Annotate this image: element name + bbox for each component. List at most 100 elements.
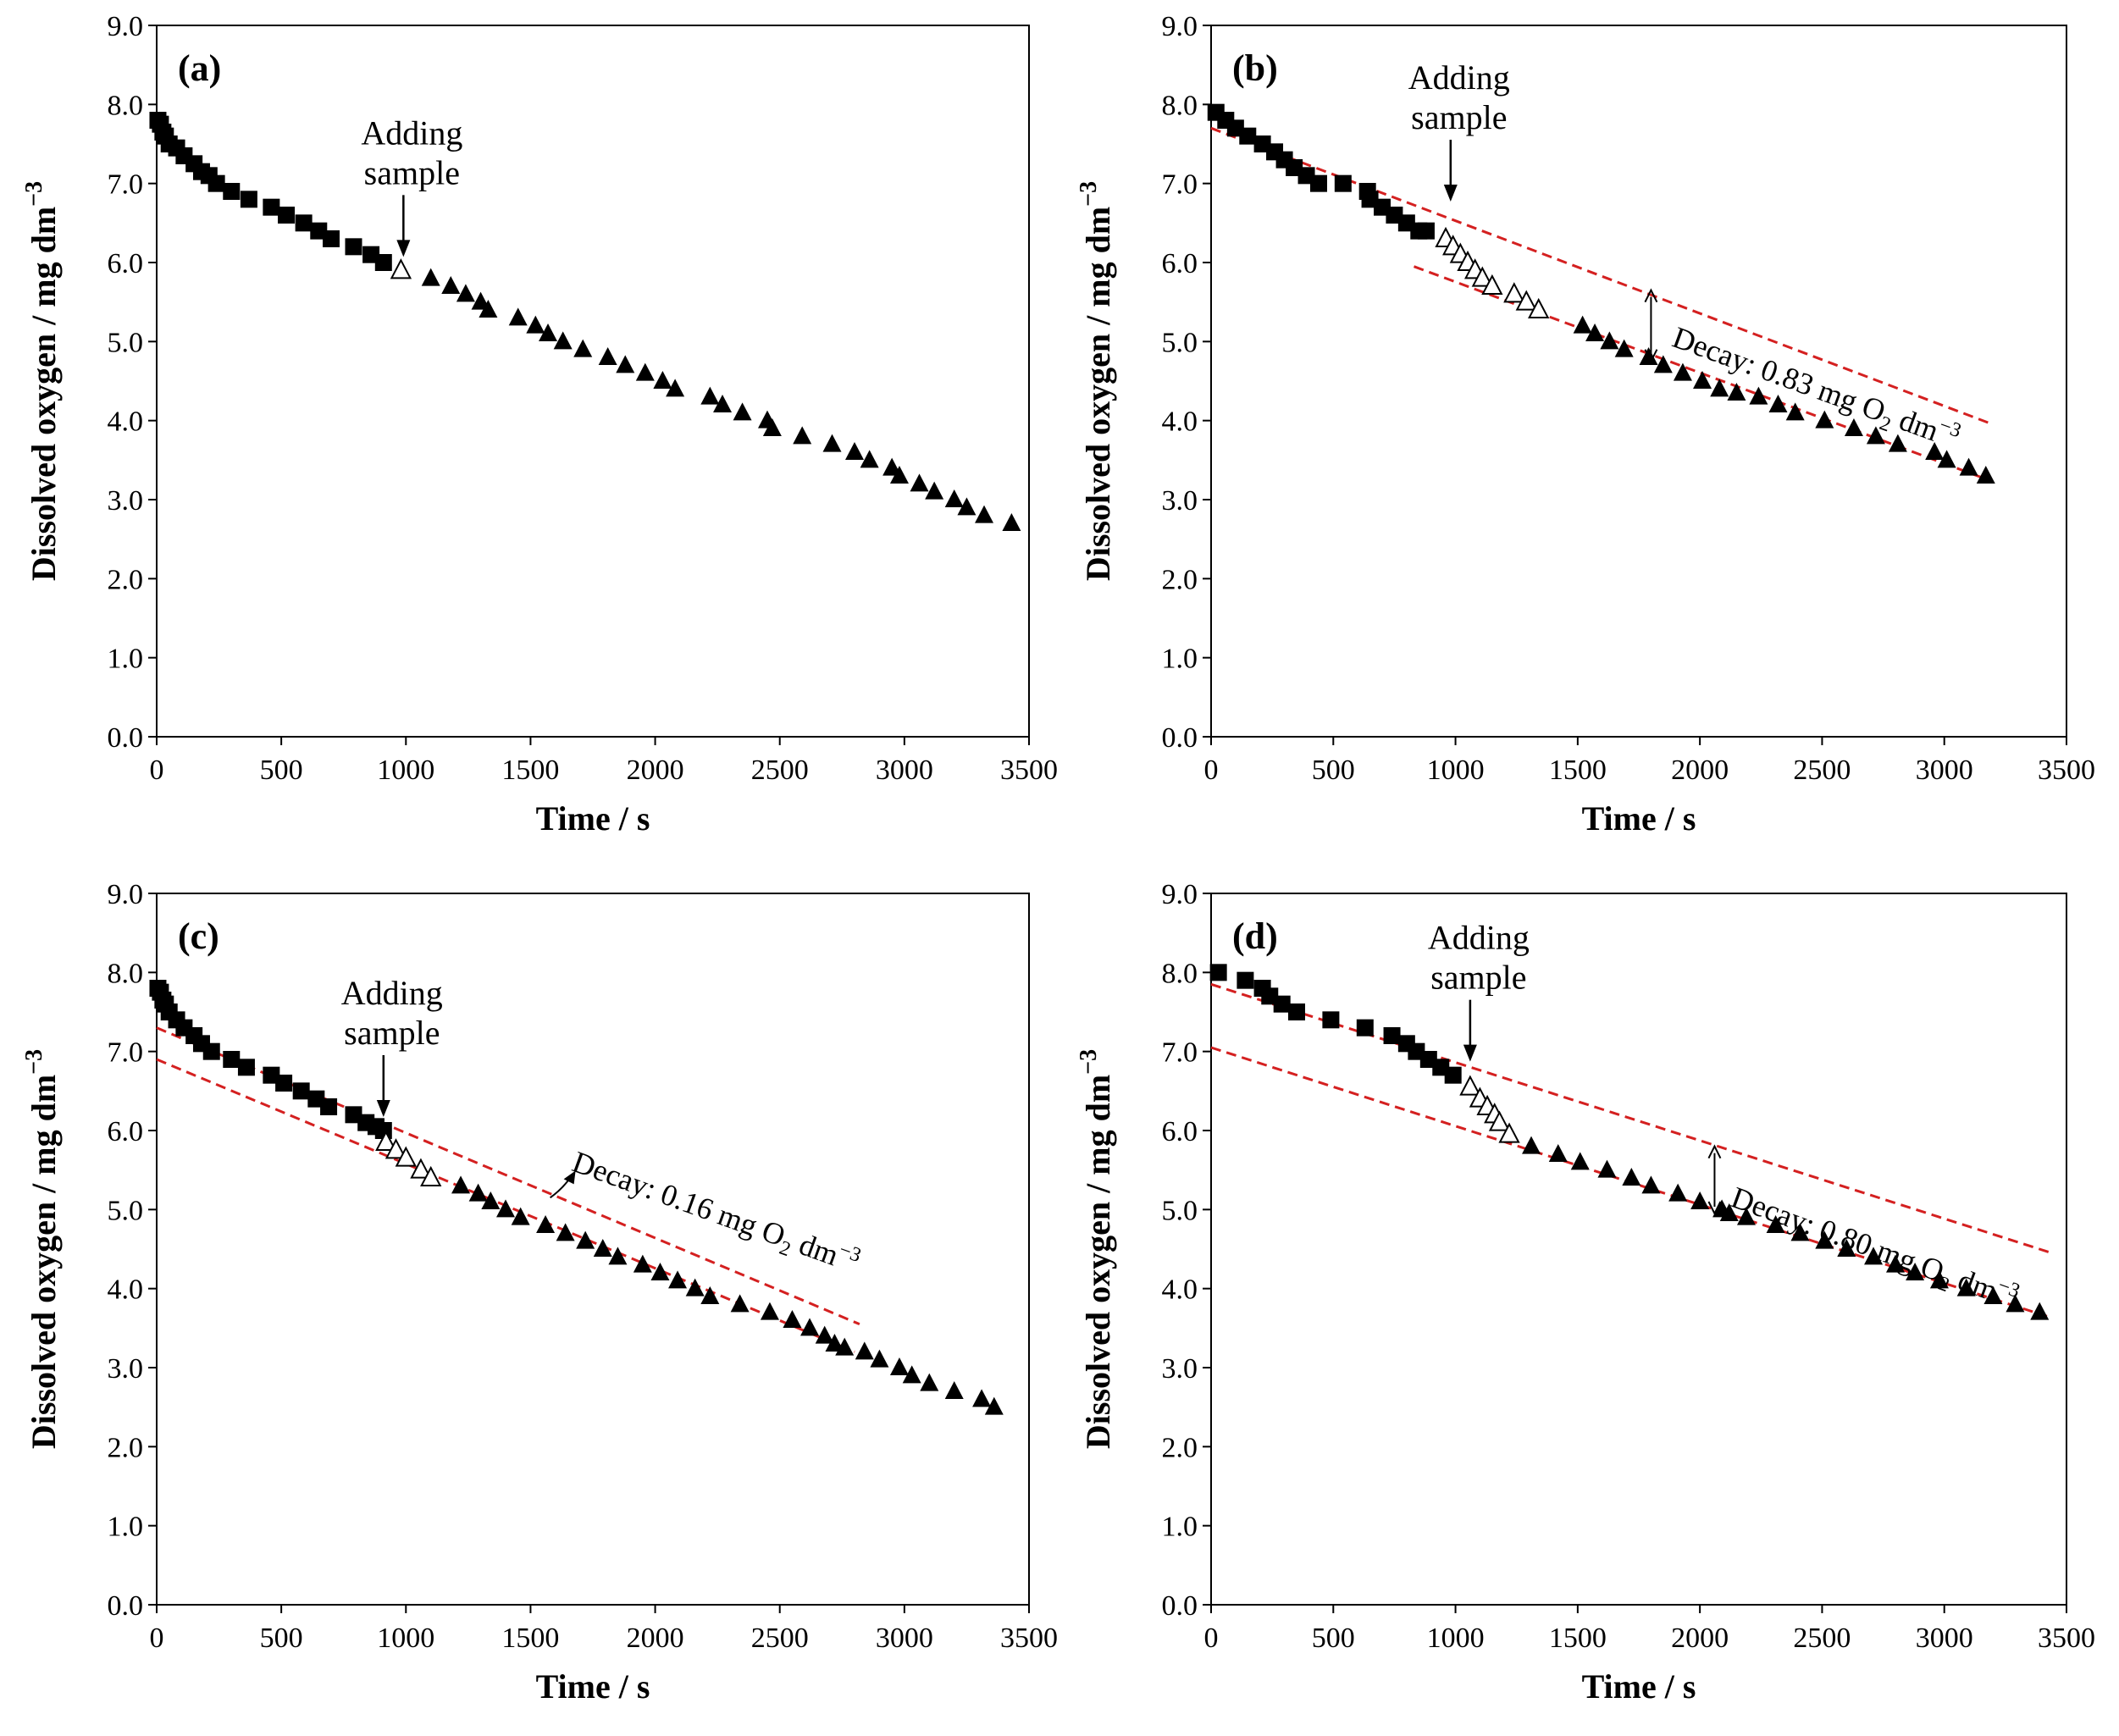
data-point-square: [295, 214, 313, 232]
x-tick-label: 0: [150, 1623, 164, 1654]
data-point-triangle: [845, 442, 864, 460]
data-point-triangle: [700, 1286, 720, 1304]
annotation-line1: Adding: [1408, 58, 1510, 97]
y-tick-label: 0.0: [108, 1590, 144, 1622]
data-point-square: [275, 1075, 293, 1092]
data-point-triangle: [1768, 395, 1788, 412]
data-point-triangle: [451, 1175, 471, 1194]
decay-label: Decay: 0.80 mg O2 dm−3: [1725, 1179, 2022, 1320]
data-point-triangle: [685, 1278, 705, 1296]
annotation-line1: Adding: [1428, 919, 1530, 957]
fit-line: [1210, 126, 1994, 426]
x-tick-label: 0: [1204, 755, 1219, 786]
data-point-triangle: [1710, 379, 1729, 397]
data-point-triangle: [668, 1270, 688, 1289]
data-point-triangle: [972, 1389, 992, 1407]
data-point-triangle: [889, 1357, 909, 1375]
data-point-triangle: [1983, 1286, 2003, 1304]
annotation-line1: Adding: [341, 974, 443, 1012]
data-point-triangle: [1937, 450, 1956, 468]
data-point-triangle: [733, 402, 752, 421]
data-point-square: [1383, 1027, 1401, 1044]
data-point-square: [1309, 174, 1327, 192]
data-point-triangle: [1641, 1175, 1661, 1194]
data-point-triangle: [825, 1334, 844, 1352]
fit-line: [1210, 982, 2053, 1255]
x-tick-label: 1000: [377, 1623, 434, 1654]
y-tick-label: 2.0: [1162, 1432, 1198, 1463]
data-point-square: [278, 207, 296, 224]
data-point-triangle: [536, 1215, 556, 1233]
panel-a: 0.0 1.0 2.0 3.0 4.0 5.0 6.0 7.0 8.0 9.0 0 500 1000 15…: [21, 11, 1058, 838]
data-point-triangle: [650, 1263, 670, 1280]
data-point-triangle: [815, 1325, 834, 1344]
plot-frame: [1210, 25, 2067, 738]
decay-label: Decay: 0.83 mg O2 dm−3: [1667, 318, 1964, 460]
x-axis-label: Time / s: [1582, 799, 1696, 838]
panel-label: (c): [178, 915, 219, 957]
data-point-open-triangle: [1515, 290, 1537, 311]
data-point-triangle: [925, 481, 944, 500]
x-tick-label: 3500: [1000, 755, 1058, 786]
y-tick-label: 7.0: [108, 1037, 144, 1069]
data-point-triangle: [1573, 315, 1592, 334]
y-tick-label: 9.0: [108, 11, 144, 42]
x-tick-label: 2500: [1793, 755, 1851, 786]
y-tick-label: 2.0: [108, 564, 144, 595]
data-point-triangle: [1585, 323, 1605, 341]
data-point-square: [223, 1051, 241, 1068]
data-point-triangle: [1597, 1159, 1617, 1178]
data-point-square: [345, 238, 362, 256]
y-axis-label: Dissolved oxygen / mg dm−3: [21, 181, 63, 581]
data-point-triangle: [573, 339, 593, 357]
data-point-square: [1237, 971, 1254, 989]
data-point-triangle: [511, 1207, 530, 1225]
data-point-triangle: [793, 426, 812, 445]
data-point-triangle: [1690, 1191, 1710, 1209]
data-point-triangle: [1548, 1144, 1568, 1162]
annotation-arrow-head: [1443, 185, 1458, 202]
fit-line: [156, 1026, 860, 1326]
data-point-open-triangle: [385, 1138, 407, 1159]
decay-pointer-head: [563, 1170, 576, 1185]
y-tick-label: 0.0: [1162, 722, 1198, 754]
data-point-triangle: [1888, 434, 1907, 452]
data-point-triangle: [889, 466, 909, 484]
y-tick-label: 6.0: [1162, 248, 1198, 279]
annotation-line1: Adding: [361, 113, 462, 152]
data-point-triangle: [762, 418, 782, 436]
data-point-triangle: [760, 1302, 779, 1320]
data-point-triangle: [700, 386, 720, 405]
data-point-triangle: [1727, 383, 1746, 401]
y-tick-label: 3.0: [108, 485, 144, 517]
y-tick-label: 5.0: [108, 1195, 144, 1226]
data-point-triangle: [421, 268, 440, 286]
data-point-triangle: [975, 505, 994, 523]
y-tick-label: 4.0: [1162, 1274, 1198, 1306]
y-axis-label-text: Dissolved oxygen / mg dm: [1079, 207, 1117, 581]
data-point-triangle: [1736, 1207, 1756, 1225]
annotation-line2: sample: [1411, 98, 1507, 136]
data-point-triangle: [1976, 466, 1995, 484]
data-point-open-triangle: [1528, 297, 1550, 318]
x-tick-label: 2000: [1671, 755, 1729, 786]
x-tick-label: 500: [260, 1623, 303, 1654]
annotation-line2: sample: [1430, 959, 1526, 997]
x-tick-label: 1000: [1427, 755, 1485, 786]
data-point-triangle: [635, 362, 655, 381]
data-point-square: [263, 198, 280, 216]
data-point-open-triangle: [1498, 1122, 1520, 1143]
x-tick-label: 500: [260, 755, 303, 786]
data-point-triangle: [1925, 442, 1945, 460]
y-axis-label: Dissolved oxygen / mg dm−3: [1076, 1049, 1117, 1449]
plot-frame: [156, 893, 1030, 1606]
data-point-triangle: [666, 379, 685, 397]
annotation-line2: sample: [364, 153, 460, 191]
data-point-square: [202, 1042, 220, 1060]
data-point-triangle: [479, 300, 498, 318]
data-point-triangle: [539, 323, 558, 341]
x-tick-label: 3500: [2038, 755, 2095, 786]
data-point-square: [1239, 127, 1257, 145]
data-point-triangle: [1668, 1183, 1688, 1202]
